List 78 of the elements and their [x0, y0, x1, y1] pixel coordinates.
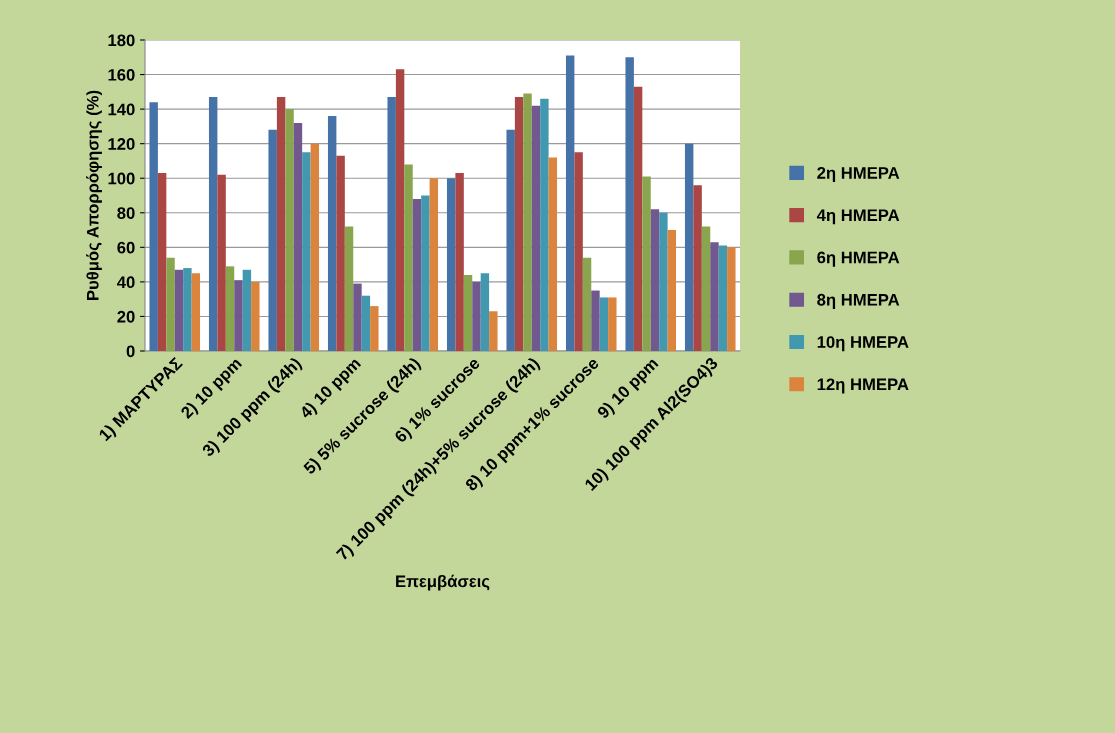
- bar: [582, 257, 592, 351]
- bar: [514, 97, 524, 351]
- y-tick-label: 180: [108, 34, 135, 47]
- bar: [463, 274, 473, 351]
- bar: [174, 269, 184, 351]
- bar: [710, 242, 719, 351]
- y-axis-title: Ρυθμός Απορρόφησης (%): [86, 90, 102, 300]
- bar: [166, 257, 175, 351]
- bar: [506, 129, 515, 351]
- bar: [718, 245, 728, 351]
- bar: [608, 297, 617, 351]
- bar: [684, 143, 694, 351]
- y-tick-label: 100: [108, 172, 135, 185]
- bar: [370, 306, 379, 351]
- bar: [285, 109, 294, 351]
- legend-label: 6η ΗΜΕΡΑ: [817, 251, 900, 267]
- bar: [650, 209, 660, 351]
- y-tick-label: 20: [117, 310, 135, 323]
- bar: [701, 226, 711, 351]
- bar: [234, 280, 243, 351]
- bar: [599, 297, 609, 351]
- bar: [336, 155, 345, 351]
- bar: [455, 173, 464, 351]
- bar: [191, 273, 201, 351]
- bar: [225, 266, 235, 351]
- bar: [548, 157, 558, 351]
- y-tick-label: 40: [116, 276, 135, 289]
- bar: [208, 97, 218, 351]
- bar: [251, 281, 260, 351]
- bar: [242, 269, 252, 351]
- legend-label: 8η ΗΜΕΡΑ: [817, 293, 900, 309]
- bar: [446, 178, 456, 351]
- bar: [149, 102, 158, 351]
- bar: [344, 226, 354, 351]
- bar: [480, 273, 490, 351]
- bar: [276, 97, 286, 351]
- y-tick-label: 140: [108, 103, 135, 116]
- bar: [421, 195, 430, 351]
- bar: [540, 98, 549, 351]
- y-tick-label: 80: [117, 207, 135, 219]
- bar: [667, 230, 677, 351]
- bar: [565, 55, 575, 351]
- bar: [523, 93, 532, 351]
- bar: [574, 152, 583, 351]
- bar: [293, 122, 303, 351]
- y-tick-label: 0: [126, 345, 135, 358]
- legend-label: 4η ΗΜΕΡΑ: [816, 209, 900, 225]
- bar: [268, 129, 277, 351]
- x-axis-title: Επεμβάσεις: [396, 574, 490, 591]
- bar: [633, 86, 643, 351]
- bar: [353, 283, 362, 351]
- y-tick-label: 60: [117, 241, 135, 254]
- bar: [659, 212, 668, 351]
- y-tick-label: 160: [108, 68, 135, 81]
- bar: [217, 174, 226, 351]
- bar: [693, 185, 702, 351]
- bar: [157, 173, 167, 351]
- bar: [429, 178, 439, 351]
- bar: [625, 57, 634, 351]
- bar: [387, 97, 396, 351]
- bar: [642, 176, 651, 351]
- bar: [404, 164, 413, 351]
- bar: [327, 116, 337, 351]
- bar: [302, 152, 311, 351]
- y-tick-label: 120: [108, 138, 135, 150]
- bar: [310, 143, 320, 351]
- bar: [412, 198, 422, 351]
- bar: [591, 290, 600, 351]
- bar: [472, 281, 481, 351]
- legend-label: 10η ΗΜΕΡΑ: [817, 336, 909, 352]
- bar: [727, 247, 736, 351]
- legend-label: 12η ΗΜΕΡΑ: [817, 378, 909, 394]
- bar: [361, 295, 371, 351]
- legend-label: 2η ΗΜΕΡΑ: [817, 166, 900, 183]
- bar: [395, 69, 405, 351]
- bar: [183, 268, 192, 351]
- bar: [531, 105, 541, 351]
- bar: [489, 311, 498, 351]
